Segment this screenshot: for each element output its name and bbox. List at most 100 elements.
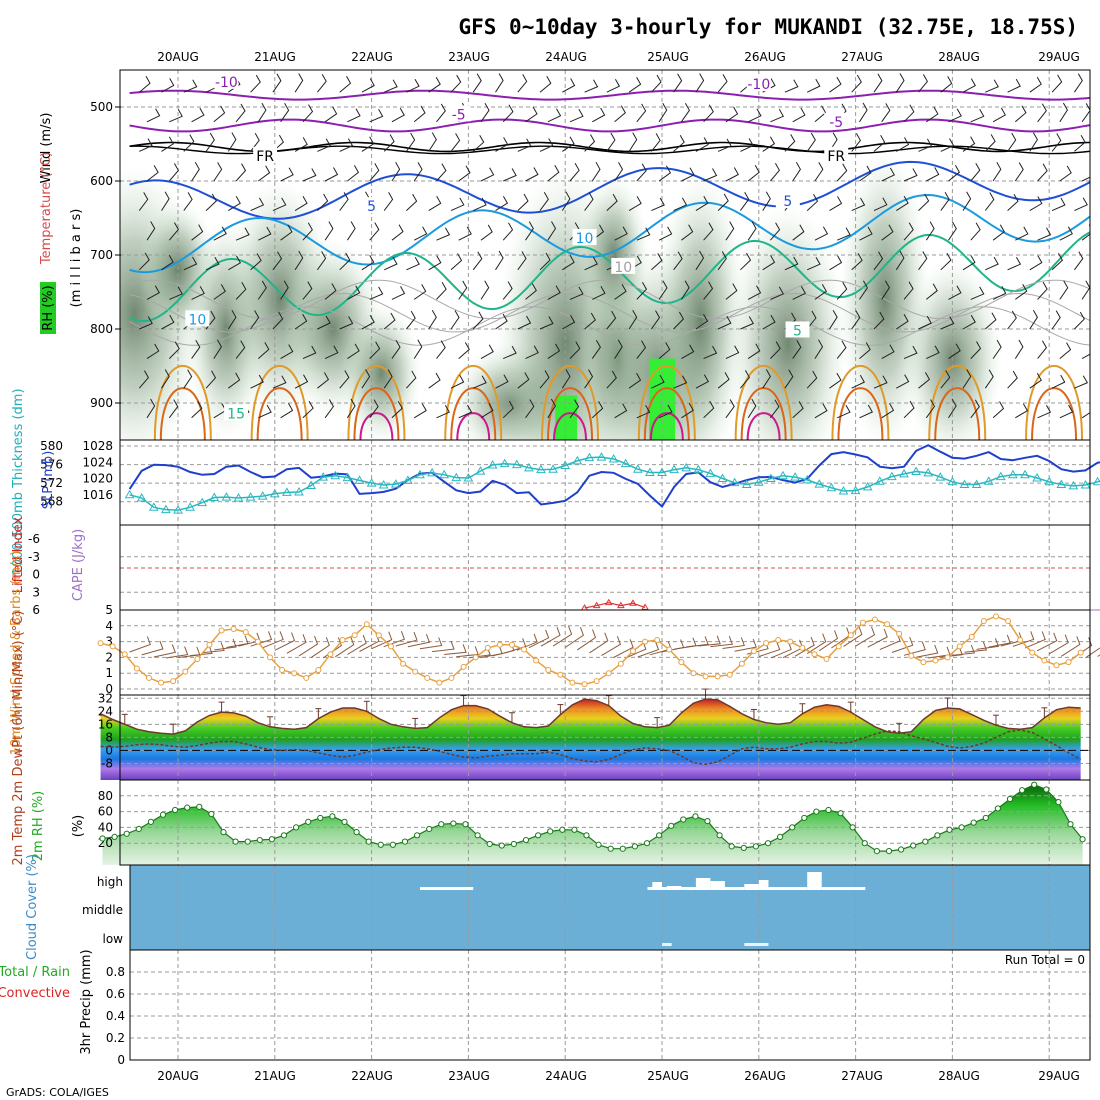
rh-tick-label: 60 [98,805,113,819]
wind-barb [651,74,662,93]
wind-barb [161,254,174,271]
wind-speed-point [714,673,721,680]
thickness-marker [1080,479,1091,489]
wind-barb [1037,163,1048,182]
wind-barb [272,73,282,93]
wind-barb [918,372,931,389]
wind-barb [806,370,818,389]
rh-point [934,832,941,839]
wind-speed-point [303,674,310,681]
surface-wind-barb [165,646,189,659]
thickness-marker [645,467,655,476]
rh-point [547,828,554,835]
wind-barb [272,197,287,212]
thickness-marker [669,464,679,474]
slp-tick-label: 1020 [82,472,113,486]
wind-barb [436,227,451,241]
rh-tick-label: 40 [98,820,113,834]
wind-barb [703,345,718,360]
thickness-marker [463,473,474,482]
wind-barb [814,105,827,123]
wind-barb [962,136,976,152]
high-cloud-block [807,872,822,890]
rh-point [111,833,118,840]
wind-barb [539,316,554,330]
wind-barb [695,313,709,330]
rh-point [873,848,880,855]
wind-barb [272,251,283,271]
contour-label: 5 [793,323,802,339]
wind-barb [725,221,735,241]
wind-barb [650,310,661,330]
wind-barb [480,344,494,360]
wind-barb [940,138,955,152]
wind-barb [161,191,170,211]
contour-label-bg [224,404,249,421]
wind-barb [1081,280,1090,300]
wind-barb [450,310,460,330]
wind-barb [717,372,730,389]
wind-barb [458,226,472,241]
rh-point [559,826,566,833]
surface-wind-barb [129,636,151,653]
wind-barb [948,285,962,300]
thickness-marker [342,472,353,482]
wind-barb [984,312,997,330]
bottom-date-label: 26AUG [744,1069,786,1083]
rh-point [655,832,663,839]
rh-point [401,838,409,845]
wind-tick-label: 2 [105,650,113,664]
contour-label-bg [253,146,278,163]
upper-air-wind-barbs [138,73,1090,419]
wind-barb [673,197,688,212]
wind-barb [458,404,473,419]
thickness-marker [693,464,704,474]
wind-barb [561,191,571,211]
wind10m-axis-label-line1: 10m Wind Speed & Barbs (m/s) [9,551,24,756]
thickness-marker [766,473,776,482]
wind-barb [1059,280,1069,300]
wind-barb [770,222,781,241]
wind-barb [339,138,354,152]
thickness-marker [681,462,692,472]
slp-tick-label: 1024 [82,455,113,469]
wind-barb [146,108,161,123]
wind-speed-point [327,651,334,658]
wind-barb [472,251,483,271]
rh-point [1043,786,1050,793]
wind-barb [940,370,951,389]
wind-speed-point [412,668,419,675]
wind-barb [1029,76,1042,93]
thickness-marker [173,505,183,514]
surface-wind-barb [190,645,213,657]
surface-wind-barb [819,630,839,652]
wind-barb [1007,193,1019,211]
thickness-marker [572,455,583,465]
thickness-marker [233,492,244,502]
wind-barb [836,340,847,359]
wind-barb [717,74,728,93]
rh2m-series [99,781,1086,855]
thickness-marker [560,460,571,469]
wind-speed-point [835,643,842,650]
wind-barb [584,134,596,152]
surface-wind-barb [1085,647,1100,659]
wind-barb [480,167,495,182]
wind-barb [406,310,416,330]
rh-point [413,832,421,839]
surface-temperature-arch [831,364,890,440]
wind-barb [836,163,848,182]
rh-point [438,821,445,828]
wind-barb [851,197,866,212]
wind-barb [636,281,648,300]
wind-barb [614,403,628,419]
wind-speed-point [1041,657,1048,664]
wind-barb [324,167,339,182]
cape-axis-label: CAPE (J/kg) [71,529,86,601]
rh-unit: (%) [71,815,86,838]
wind-barb [948,164,961,182]
bottom-date-axis: 20AUG 21AUG 22AUG 23AUG 24AUG 25AUG 26AU… [157,1069,1080,1083]
wind-barb [302,104,314,123]
surface-wind-barb [855,626,876,647]
thickness-marker [935,472,946,481]
